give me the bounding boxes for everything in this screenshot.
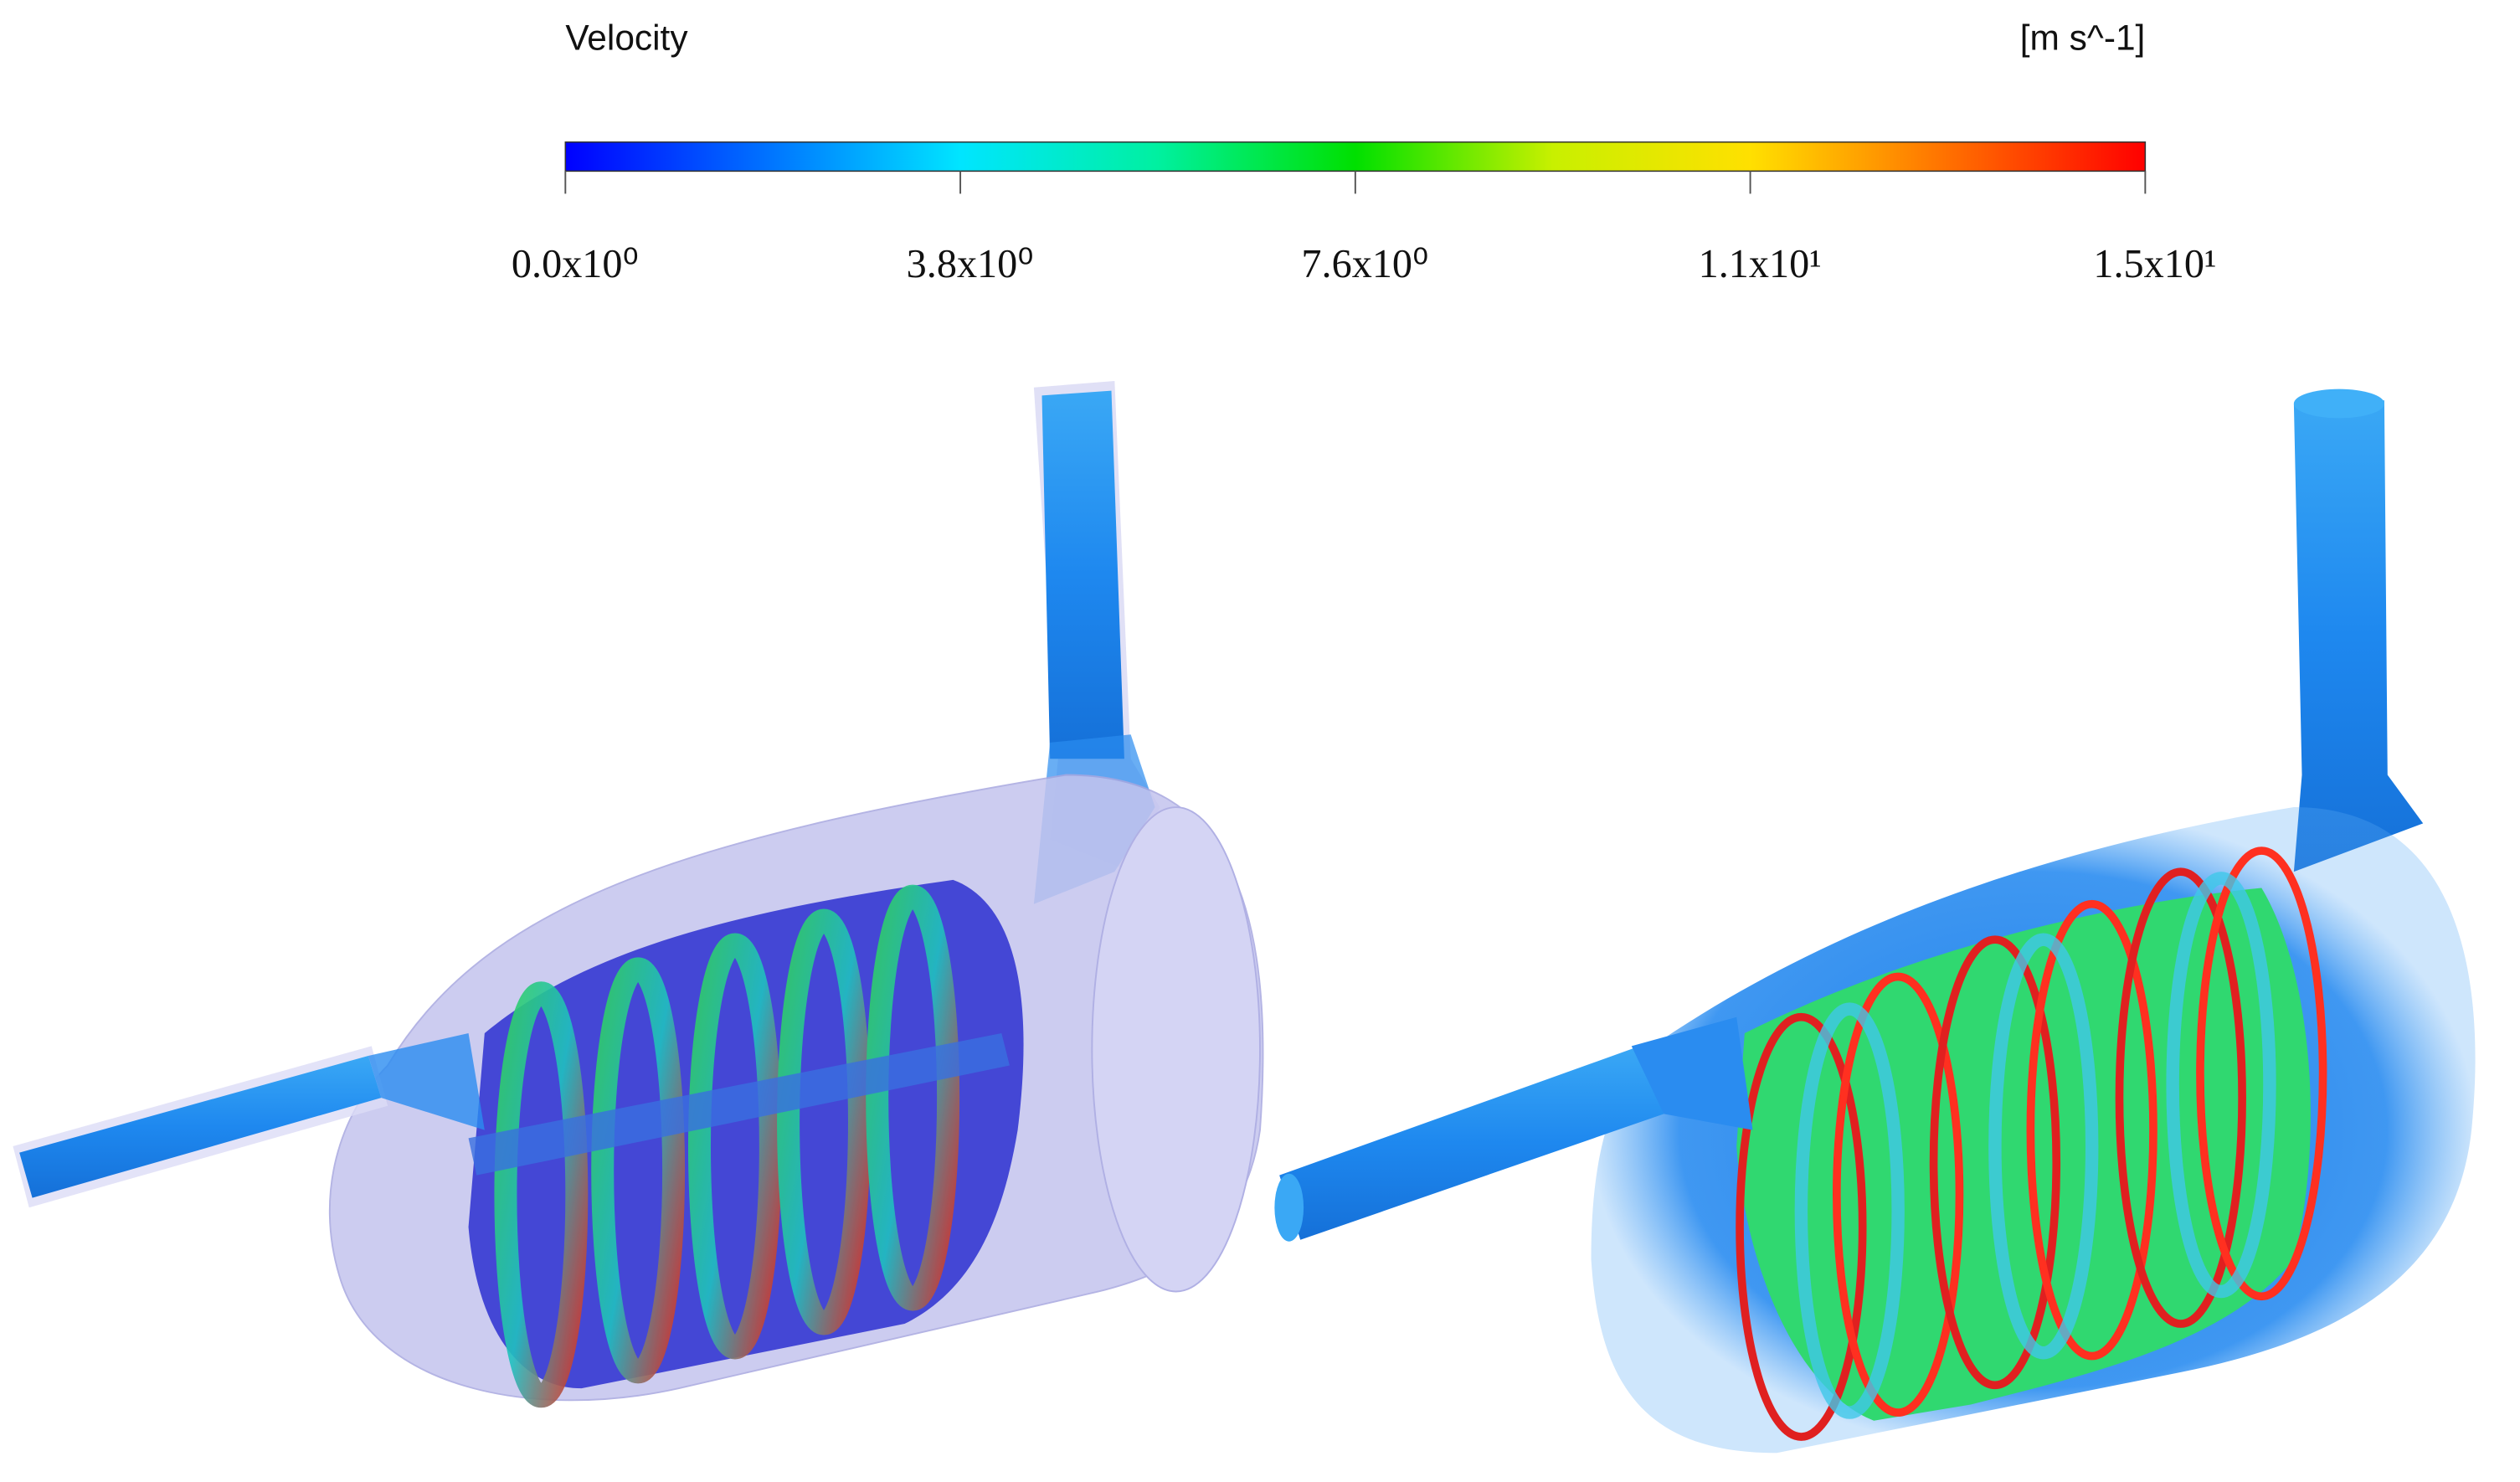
inlet-bend <box>1631 1016 1753 1130</box>
baffles <box>494 884 960 1408</box>
end-cap <box>1091 806 1261 1293</box>
left-rendering <box>13 381 1264 1408</box>
rings <box>1736 846 2327 1441</box>
center-tube <box>468 1032 1010 1176</box>
colorbar-group: 0.0x10⁰ 3.8x10⁰ 7.6x10⁰ 1.1x10¹ 1.5x10¹ <box>512 141 2216 286</box>
colorbar <box>564 141 2147 172</box>
inlet-pipe <box>1279 1046 1664 1240</box>
ring-highlights <box>1794 872 2276 1419</box>
outlet-cap <box>2293 389 2384 419</box>
right-rendering <box>1274 389 2476 1454</box>
colorbar-tick-label: 1.5x10¹ <box>2093 242 2216 286</box>
inlet-pipe <box>19 1055 382 1198</box>
colorbar-tick-label: 7.6x10⁰ <box>1301 242 1428 286</box>
colorbar-tick-label: 3.8x10⁰ <box>907 242 1034 286</box>
inlet-bend <box>368 1032 485 1130</box>
outlet-pipe <box>2293 400 2424 872</box>
colorbar-tick-label: 1.1x10¹ <box>1699 242 1822 286</box>
legend-unit: [m s^-1] <box>2020 18 2146 57</box>
legend-title: Velocity <box>565 18 688 57</box>
colorbar-tick-label: 0.0x10⁰ <box>512 242 639 286</box>
body <box>1736 888 2311 1421</box>
outlet-pipe <box>1041 390 1124 759</box>
inlet-cap <box>1274 1173 1304 1242</box>
